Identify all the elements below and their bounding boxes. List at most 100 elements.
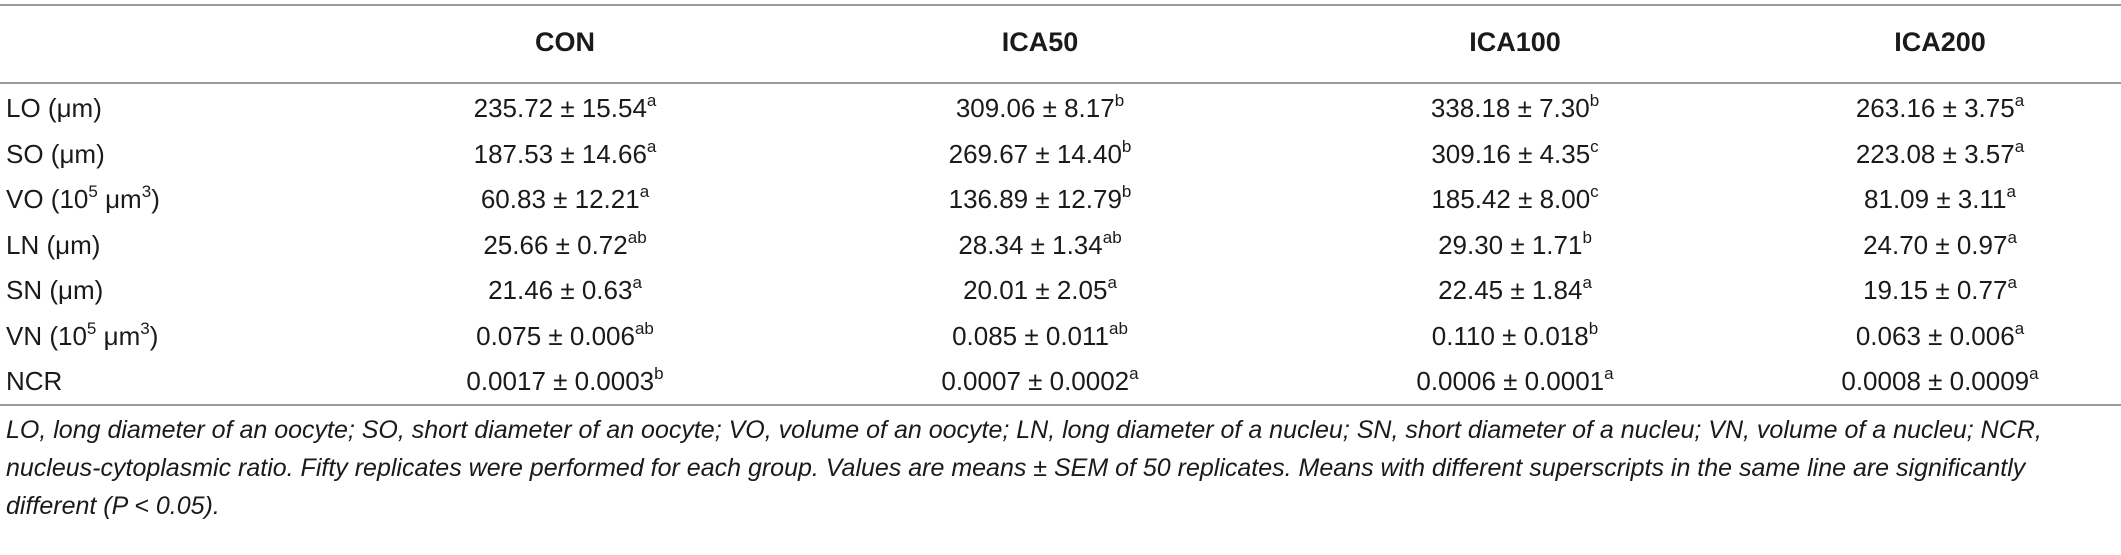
table-row: SO (μm) 187.53 ± 14.66a 269.67 ± 14.40b 309… [0,131,2121,177]
cell-value: 20.01 ± 2.05 [963,275,1108,305]
table-cell: 0.0008 ± 0.0009a [1760,358,2120,404]
row-label-text: SN (μm) [6,275,104,305]
row-label: VN (105 μm3) [6,313,158,359]
cell-value: 21.46 ± 0.63 [488,275,633,305]
cell-value: 235.72 ± 15.54 [473,93,647,123]
table-cell: 263.16 ± 3.75a [1760,85,2120,131]
row-label-unit-exponent: 3 [140,318,150,338]
cell-value: 0.110 ± 0.018 [1431,320,1589,351]
cell-superscript: ab [1102,227,1122,247]
table-cell: 223.08 ± 3.57a [1760,131,2120,177]
table-row: NCR 0.0017 ± 0.0003b 0.0007 ± 0.0002a 0.000… [0,358,2121,404]
header-ica50: ICA50 [1001,27,1079,57]
cell-superscript: a [2007,227,2017,247]
header-ica100: ICA100 [1469,27,1561,57]
row-label: VO (105 μm3) [6,176,160,222]
cell-superscript: a [2029,364,2039,383]
cell-value: 0.0008 ± 0.0009 [1841,366,2030,396]
table-cell: 0.0017 ± 0.0003b [375,358,755,404]
cell-superscript: c [1590,182,1599,201]
header-ica200: ICA200 [1894,27,1986,57]
cell-superscript: a [1582,273,1592,292]
cell-value: 136.89 ± 12.79 [948,184,1122,214]
cell-superscript: a [2006,182,2016,201]
cell-superscript: a [632,273,642,292]
cell-value: 0.063 ± 0.006 [1855,320,2015,351]
table-row: VN (105 μm3) 0.075 ± 0.006ab 0.085 ± 0.011… [0,313,2121,359]
row-label-end: ) [151,184,160,214]
table-cell: 0.063 ± 0.006a [1760,313,2120,359]
cell-superscript: b [1114,91,1125,110]
cell-value: 338.18 ± 7.30 [1430,93,1590,123]
row-label: LN (μm) [6,222,100,268]
cell-superscript: a [2007,273,2017,292]
cell-value: 0.085 ± 0.011 [952,320,1109,351]
cell-superscript: c [1590,136,1599,156]
row-label: SO (μm) [6,131,105,177]
cell-superscript: a [2014,318,2025,338]
header-rule [0,82,2121,84]
cell-value: 309.06 ± 8.17 [955,93,1115,123]
cell-superscript: a [1107,273,1117,292]
table-row: LN (μm) 25.66 ± 0.72ab 28.34 ± 1.34ab 29.30… [0,222,2121,268]
cell-value: 269.67 ± 14.40 [948,138,1122,169]
cell-value: 187.53 ± 14.66 [473,138,647,169]
row-label: NCR [6,358,62,404]
row-label: LO (μm) [6,85,102,131]
table-cell: 0.085 ± 0.011ab [850,313,1230,359]
row-label-unit-exponent: 3 [141,182,152,201]
row-label-text: VN (10 [6,320,87,351]
cell-superscript: b [654,364,664,383]
table-cell: 22.45 ± 1.84a [1325,267,1705,313]
table-cell: 28.34 ± 1.34ab [850,222,1230,268]
table-cell: 235.72 ± 15.54a [375,85,755,131]
table-cell: 20.01 ± 2.05a [850,267,1230,313]
row-label-text: LO (μm) [6,93,102,123]
cell-value: 0.0006 ± 0.0001 [1416,366,1605,396]
table-cell: 24.70 ± 0.97a [1760,222,2120,268]
cell-value: 25.66 ± 0.72 [483,229,628,260]
cell-superscript: ab [627,227,647,247]
table-cell: 29.30 ± 1.71b [1325,222,1705,268]
table-cell: 19.15 ± 0.77a [1760,267,2120,313]
row-label-text: NCR [6,366,63,396]
row-label-exponent: 5 [86,318,97,338]
cell-value: 0.0007 ± 0.0002 [941,366,1130,396]
cell-value: 28.34 ± 1.34 [958,229,1103,260]
table-cell: 0.0007 ± 0.0002a [850,358,1230,404]
table-cell: 309.16 ± 4.35c [1325,131,1705,177]
cell-superscript: b [1589,91,1600,110]
table-row: VO (105 μm3) 60.83 ± 12.21 a 136.89 ± 12.79… [0,176,2121,222]
table-cell: 187.53 ± 14.66a [375,131,755,177]
cell-superscript: a [646,136,657,156]
row-label-unit: μm [96,320,141,351]
cell-value: 81.09 ± 3.11 [1864,184,2007,214]
table-cell: 338.18 ± 7.30b [1325,85,1705,131]
cell-superscript: a [2014,136,2025,156]
cell-superscript: a [1129,364,1139,383]
row-label-exponent: 5 [88,182,98,201]
cell-superscript: b [1582,227,1592,247]
table-cell: 309.06 ± 8.17b [850,85,1230,131]
cell-value: 60.83 ± 12.21 [480,184,640,214]
bottom-rule [0,404,2121,406]
cell-value: 24.70 ± 0.97 [1863,229,2008,260]
table-row: SN (μm) 21.46 ± 0.63a 20.01 ± 2.05a 22.45 ±… [0,267,2121,313]
cell-superscript: ab [634,318,654,338]
cell-value: 19.15 ± 0.77 [1863,275,2008,305]
row-label-unit: μm [97,184,142,214]
cell-value: 309.16 ± 4.35 [1431,138,1591,169]
row-label-end: ) [149,320,159,351]
row-label-text: VO (10 [6,184,89,214]
row-label-text: LN (μm) [6,229,101,260]
table-cell: 0.110 ± 0.018b [1325,313,1705,359]
cell-superscript: b [1121,182,1132,201]
table-cell: 21.46 ± 0.63a [375,267,755,313]
cell-superscript: a [1604,364,1614,383]
cell-value: 22.45 ± 1.84 [1438,275,1583,305]
top-rule [0,4,2121,6]
row-label-text: SO (μm) [6,138,105,169]
table-footnote: LO, long diameter of an oocyte; SO, shor… [6,416,2042,520]
cell-value: 0.0017 ± 0.0003 [466,366,655,396]
